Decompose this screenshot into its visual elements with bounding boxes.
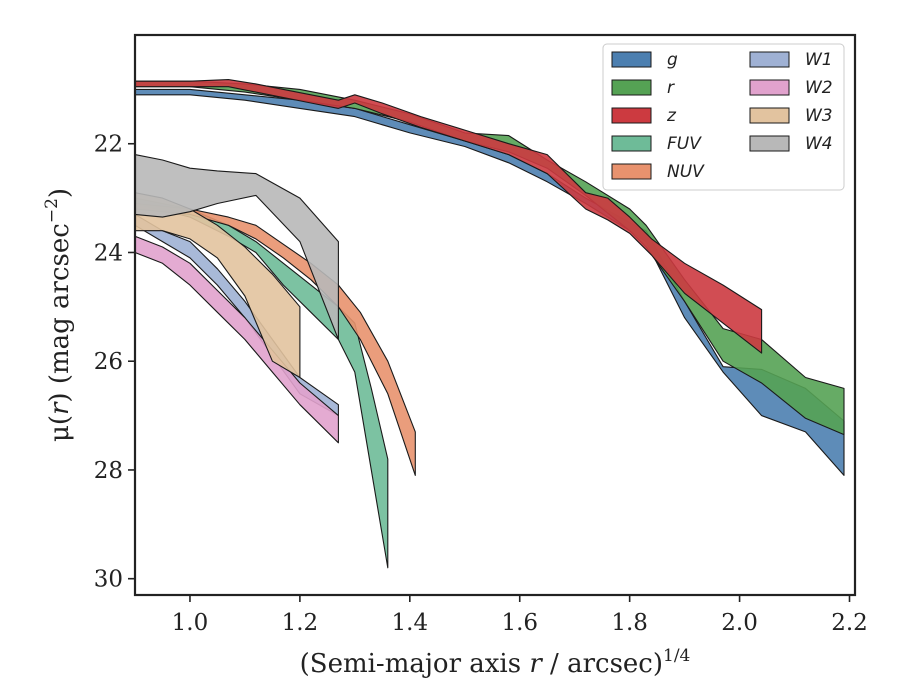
legend-label-g: g bbox=[667, 50, 678, 70]
y-tick-label: 26 bbox=[94, 349, 123, 375]
legend-label-z: z bbox=[666, 106, 677, 126]
x-tick-label: 2.2 bbox=[831, 610, 868, 636]
y-tick-label: 30 bbox=[94, 567, 123, 593]
y-tick-label: 24 bbox=[94, 240, 123, 266]
x-tick-label: 1.6 bbox=[501, 610, 538, 636]
legend-swatch-z bbox=[611, 107, 652, 124]
legend-swatch-g bbox=[611, 51, 652, 68]
legend-swatch-nuv bbox=[611, 163, 652, 180]
legend-label-w1: W1 bbox=[805, 50, 833, 70]
legend-swatch-w4 bbox=[749, 135, 790, 152]
legend-swatch-r bbox=[611, 79, 652, 96]
legend-label-r: r bbox=[667, 78, 675, 98]
legend-label-w4: W4 bbox=[805, 134, 833, 154]
legend-swatch-fuv bbox=[611, 135, 652, 152]
series-bands bbox=[134, 79, 845, 569]
y-tick-label: 22 bbox=[94, 132, 123, 158]
legend-label-w3: W3 bbox=[805, 106, 833, 126]
legend: grz FUV NUV W1 W2 W3 W4 bbox=[602, 43, 845, 191]
plot-frame bbox=[133, 33, 857, 597]
y-tick-label: 28 bbox=[94, 458, 123, 484]
legend-swatch-w3 bbox=[749, 107, 790, 124]
band-w2 bbox=[134, 235, 339, 444]
band-nuv bbox=[134, 202, 416, 476]
x-tick-label: 1.4 bbox=[392, 610, 429, 636]
band-w4 bbox=[134, 154, 339, 341]
y-axis: 22 24 26 28 30 bbox=[94, 132, 135, 593]
band-z bbox=[134, 79, 763, 354]
y-axis-title: μ(r) (mag arcsec−2) bbox=[42, 188, 75, 442]
x-tick-label: 1.8 bbox=[611, 610, 648, 636]
x-tick-label: 2.0 bbox=[721, 610, 758, 636]
legend-swatch-w2 bbox=[749, 79, 790, 96]
x-tick-label: 1.0 bbox=[172, 610, 209, 636]
x-tick-label: 1.2 bbox=[282, 610, 319, 636]
legend-label-nuv: NUV bbox=[667, 162, 705, 182]
legend-swatch-w1 bbox=[749, 51, 790, 68]
legend-label-w2: W2 bbox=[805, 78, 833, 98]
x-axis-title: (Semi-major axis r / arcsec)1/4 bbox=[300, 646, 691, 679]
legend-label-fuv: FUV bbox=[667, 134, 702, 154]
x-axis: 1.0 1.2 1.4 1.6 1.8 2.0 2.2 bbox=[172, 595, 868, 636]
